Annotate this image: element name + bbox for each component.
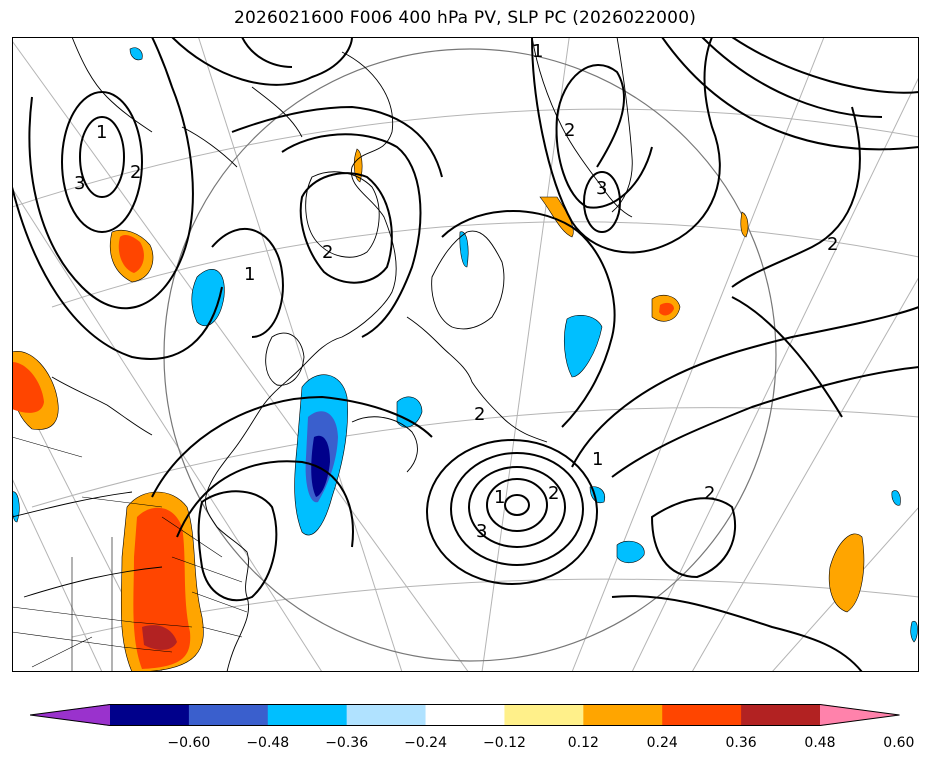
pv-shading xyxy=(12,47,918,672)
colorbar-tick-label: 0.36 xyxy=(725,735,757,751)
contour-label: 1 xyxy=(244,264,255,285)
pv-negative-patch xyxy=(563,314,603,378)
map-title: 2026021600 F006 400 hPa PV, SLP PC (2026… xyxy=(233,8,697,28)
colorbar-segment xyxy=(662,704,742,726)
contour-label: 2 xyxy=(548,483,559,504)
colorbar-segment xyxy=(504,704,584,726)
colorbar-svg xyxy=(29,704,900,726)
colorbar-outline xyxy=(29,704,900,726)
colorbar-tick-label: 0.24 xyxy=(646,735,678,751)
pv-negative-patch xyxy=(191,269,225,327)
coastlines xyxy=(12,37,633,672)
colorbar-segment xyxy=(110,704,190,726)
pv-negative-patch xyxy=(459,231,469,268)
colorbar-tick-label: 0.48 xyxy=(804,735,836,751)
colorbar-segment xyxy=(583,704,663,726)
colorbar xyxy=(29,704,900,726)
pv-positive-patch xyxy=(740,211,749,238)
contour-label: 1 xyxy=(592,449,603,470)
contour-label: 2 xyxy=(827,234,838,255)
pv-negative-patch xyxy=(396,396,423,428)
colorbar-extend-low xyxy=(30,704,110,726)
pv-negative-patch xyxy=(891,490,901,506)
contour-label: 1 xyxy=(494,487,505,508)
contour-label: 2 xyxy=(474,404,485,425)
pv-positive-patch xyxy=(539,196,574,238)
colorbar-segment xyxy=(188,704,269,726)
contour-labels: 1 2 3 2 2 1 3 2 2 2 1 1 1 2 3 xyxy=(74,41,838,542)
contour-label: 1 xyxy=(96,122,107,143)
contour-label: 3 xyxy=(74,173,85,194)
colorbar-tick-label: 0.60 xyxy=(883,735,915,751)
state-borders xyxy=(12,436,248,672)
colorbar-tick-label: −0.24 xyxy=(404,735,447,751)
contour-label: 2 xyxy=(130,162,141,183)
pv-negative-patch xyxy=(910,620,918,643)
colorbar-extend-high xyxy=(820,704,900,726)
map-canvas: 1 2 3 2 2 1 3 2 2 2 1 1 1 2 3 xyxy=(12,37,919,672)
slp-contours xyxy=(12,37,919,672)
contour-label: 2 xyxy=(564,120,575,141)
pv-negative-patch xyxy=(129,47,143,61)
colorbar-segment xyxy=(741,704,821,726)
colorbar-tick-label: 0.12 xyxy=(567,735,599,751)
contour-label: 3 xyxy=(476,521,487,542)
pv-positive-patch xyxy=(828,533,865,613)
reference-circle xyxy=(163,48,777,662)
colorbar-tick-label: −0.12 xyxy=(482,735,526,751)
colorbar-segment xyxy=(346,704,427,726)
colorbar-tick-label: −0.60 xyxy=(167,735,211,751)
contour-label: 1 xyxy=(532,41,543,62)
contour-label: 2 xyxy=(704,483,715,504)
colorbar-tick-label: −0.48 xyxy=(246,735,290,751)
pv-negative-patch xyxy=(616,540,645,564)
colorbar-segment xyxy=(425,704,505,726)
colorbar-segment xyxy=(267,704,348,726)
colorbar-tick-label: −0.36 xyxy=(325,735,369,751)
contour-label: 2 xyxy=(322,242,333,263)
contour-label: 3 xyxy=(596,178,607,199)
map-panel: 1 2 3 2 2 1 3 2 2 2 1 1 1 2 3 xyxy=(12,37,919,672)
